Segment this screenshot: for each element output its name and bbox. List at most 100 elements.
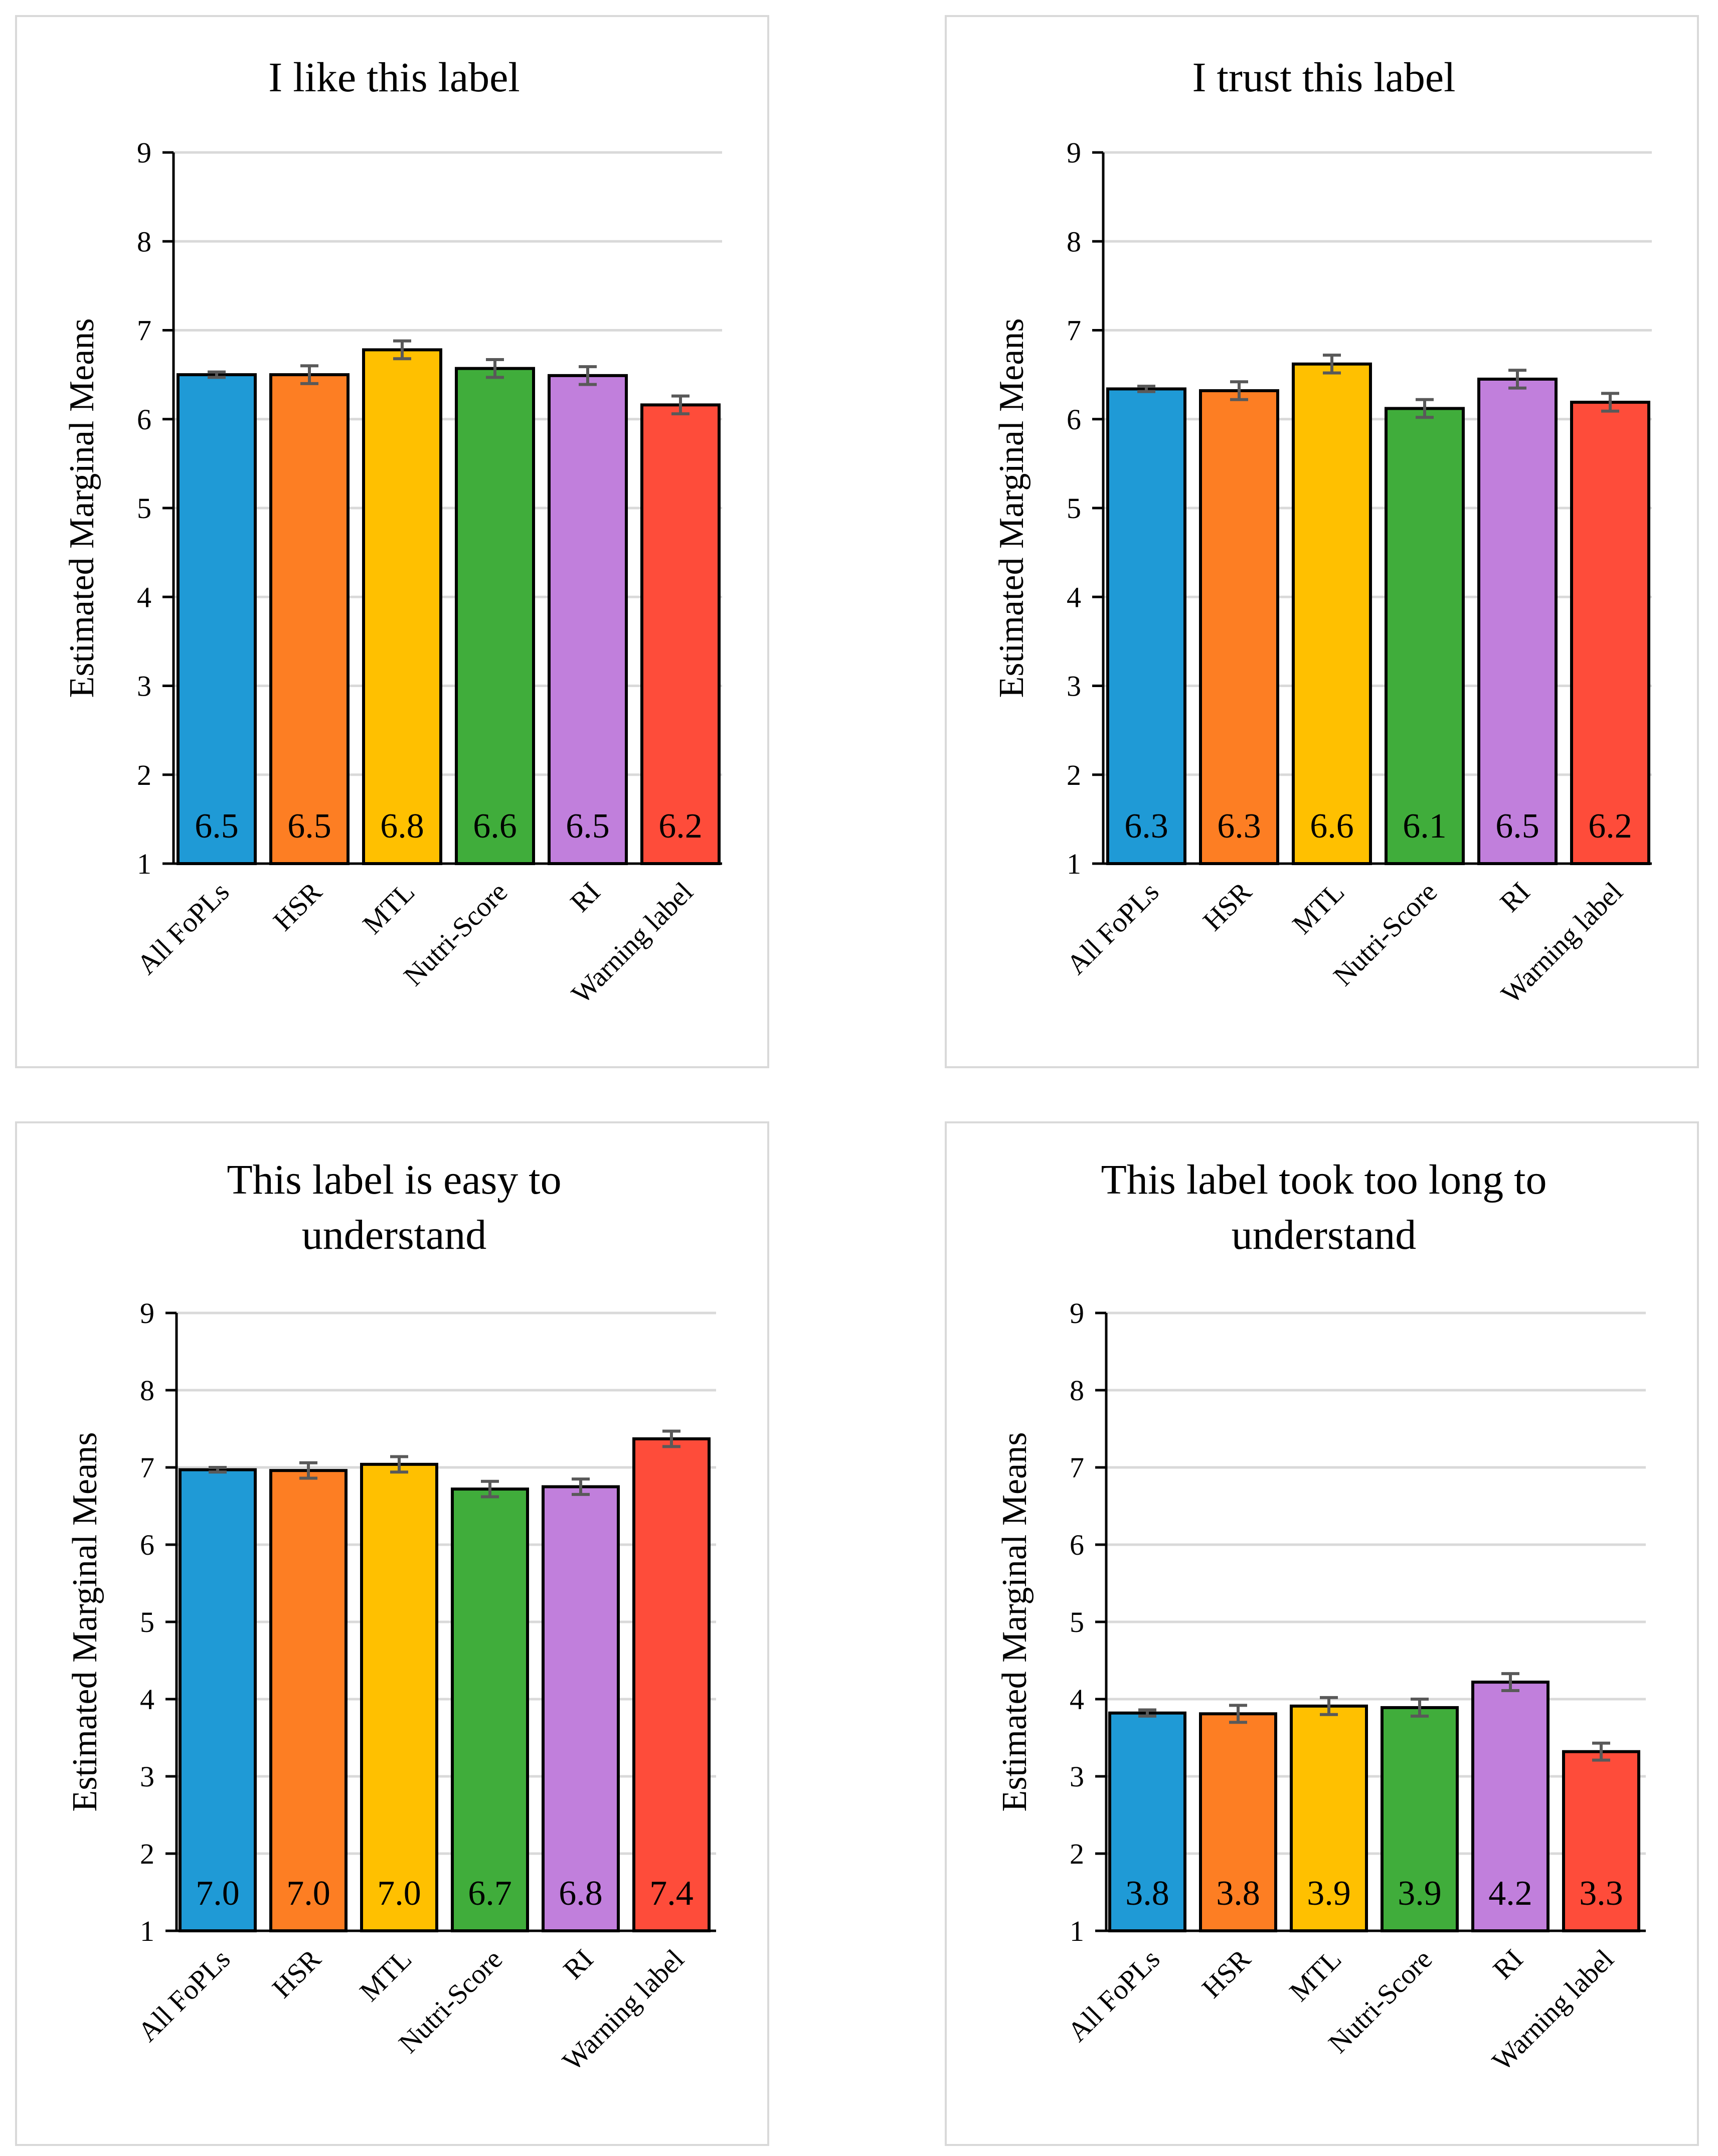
chart4-x-tick-label: All FoPLs (1062, 1943, 1166, 2048)
chart3-y-tick-label: 5 (140, 1606, 154, 1638)
chart2-bar (1385, 407, 1465, 865)
chart1-x-tick-label: RI (565, 876, 606, 918)
chart1-y-tick-label: 7 (137, 314, 151, 347)
chart1-y-tick-label: 3 (137, 670, 151, 703)
chart4-x-tick-label: RI (1487, 1943, 1529, 1985)
chart2-error-bar (1601, 392, 1619, 413)
chart3-error-bar (572, 1477, 590, 1496)
chart3-data-label: 7.0 (377, 1874, 421, 1913)
chart1-x-tick-label: All FoPLs (131, 876, 235, 980)
chart3-x-tick-label: HSR (266, 1943, 327, 2004)
chart1-y-tick-label: 5 (137, 492, 151, 525)
chart4-y-tick-label: 8 (1070, 1374, 1084, 1407)
chart1-y-tick-label: 4 (137, 581, 151, 613)
chart1-error-bar (393, 339, 411, 361)
chart1-error-bar (579, 365, 597, 386)
chart2-bar (1199, 389, 1279, 865)
chart1-y-tick-label: 6 (137, 403, 151, 436)
chart3-data-label: 7.0 (286, 1874, 330, 1913)
chart2-x-tick-label: All FoPLs (1061, 876, 1165, 980)
chart1-y-tick-label: 2 (137, 759, 151, 791)
chart2-y-tick-label: 6 (1067, 403, 1081, 436)
chart-panel-too-long: This label took too long to understand 1 2 3… (945, 1121, 1699, 2146)
chart2-bar (1106, 387, 1186, 865)
chart3-error-bar (662, 1429, 680, 1448)
chart3-y-tick-label: 7 (140, 1451, 154, 1484)
chart1-x-tick-label: HSR (267, 876, 328, 937)
chart2-data-label: 6.5 (1495, 807, 1539, 846)
chart4-bar (1199, 1712, 1277, 1932)
chart4-y-tick-label: 5 (1070, 1606, 1084, 1638)
chart3-y-tick-label: 2 (140, 1838, 154, 1870)
chart3-y-tick-label: 3 (140, 1760, 154, 1793)
chart4-y-axis-label: Estimated Marginal Means (995, 1432, 1034, 1812)
chart4-error-bar (1229, 1704, 1247, 1724)
chart3-error-bar (299, 1461, 317, 1480)
chart1-data-label: 6.8 (380, 807, 424, 846)
chart3-data-label: 6.7 (468, 1874, 512, 1913)
chart1-bar (455, 367, 535, 865)
chart1-bar (362, 348, 442, 865)
chart3-data-label: 6.8 (559, 1874, 603, 1913)
chart1-bar (548, 374, 628, 865)
chart4-y-tick-label: 2 (1070, 1838, 1084, 1870)
chart2-y-tick-label: 4 (1067, 581, 1081, 613)
chart-svg-too-long: This label took too long to understand 1 2 3… (995, 1156, 1646, 2077)
chart2-x-tick-label: MTL (1287, 876, 1350, 940)
chart1-data-label: 6.6 (473, 807, 517, 846)
chart3-data-label: 7.0 (196, 1874, 240, 1913)
chart3-y-axis-label: Estimated Marginal Means (66, 1432, 104, 1812)
chart-svg-easy: This label is easy to understand 1 2 3 4 5 6 7 8 9… (66, 1156, 716, 2077)
chart1-data-label: 6.5 (195, 807, 239, 846)
chart2-y-tick-label: 1 (1067, 848, 1081, 880)
chart4-error-bar (1320, 1696, 1338, 1716)
chart2-bar (1477, 377, 1558, 865)
chart2-error-bar (1137, 385, 1155, 393)
chart4-bar (1108, 1711, 1186, 1932)
chart2-y-axis-label: Estimated Marginal Means (992, 318, 1031, 698)
chart4-y-tick-label: 7 (1070, 1451, 1084, 1484)
chart3-y-tick-label: 9 (140, 1297, 154, 1330)
chart1-bar (177, 373, 257, 865)
chart1-error-bar (208, 370, 226, 379)
chart3-bar (632, 1437, 711, 1932)
chart4-y-tick-label: 4 (1070, 1683, 1084, 1716)
chart3-y-tick-label: 1 (140, 1915, 154, 1947)
chart1-error-bar (671, 394, 690, 416)
chart2-error-bar (1508, 369, 1526, 390)
chart1-y-tick-label: 1 (137, 848, 151, 880)
chart2-error-bar (1416, 398, 1434, 419)
chart1-error-bar (300, 364, 318, 385)
chart-panel-like: I like this label 1 2 3 4 5 6 7 8 9 Estimated Marg… (15, 15, 769, 1068)
chart3-y-tick-label: 4 (140, 1683, 154, 1716)
chart3-error-bar (390, 1455, 408, 1474)
chart1-data-label: 6.5 (566, 807, 610, 846)
chart1-y-axis-label: Estimated Marginal Means (63, 318, 101, 698)
chart2-data-label: 6.6 (1310, 807, 1354, 846)
chart4-x-tick-label: MTL (1284, 1943, 1347, 2007)
chart3-bar (360, 1462, 438, 1932)
chart4-title-line-1: This label took too long to (1101, 1156, 1547, 1203)
chart2-bar (1292, 362, 1372, 865)
chart1-y-tick-label: 8 (137, 225, 151, 258)
chart4-title-line-2: understand (1232, 1212, 1417, 1258)
chart-svg-like: I like this label 1 2 3 4 5 6 7 8 9 Estimated Marg… (63, 54, 722, 1010)
chart1-x-tick-label: MTL (357, 876, 421, 940)
chart2-y-tick-label: 3 (1067, 670, 1081, 703)
chart4-error-bar (1138, 1708, 1156, 1718)
chart2-title-line-1: I trust this label (1192, 54, 1456, 101)
chart3-title-line-1: This label is easy to (227, 1156, 561, 1203)
chart3-data-label: 7.4 (649, 1874, 694, 1913)
chart3-x-tick-label: All FoPLs (132, 1943, 236, 2048)
chart2-y-tick-label: 7 (1067, 314, 1081, 347)
chart4-x-tick-label: HSR (1196, 1943, 1257, 2004)
chart3-bar (269, 1469, 348, 1932)
chart1-y-tick-label: 9 (137, 136, 151, 169)
chart4-error-bar (1501, 1672, 1519, 1693)
chart4-y-tick-label: 1 (1070, 1915, 1084, 1947)
chart1-title-line-1: I like this label (268, 54, 520, 101)
chart4-data-label: 3.3 (1579, 1874, 1623, 1913)
chart3-y-tick-label: 8 (140, 1374, 154, 1407)
chart4-data-label: 4.2 (1488, 1874, 1532, 1913)
chart-panel-trust: I trust this label 1 2 3 4 5 6 7 8 9 Estimated Mar… (945, 15, 1699, 1068)
